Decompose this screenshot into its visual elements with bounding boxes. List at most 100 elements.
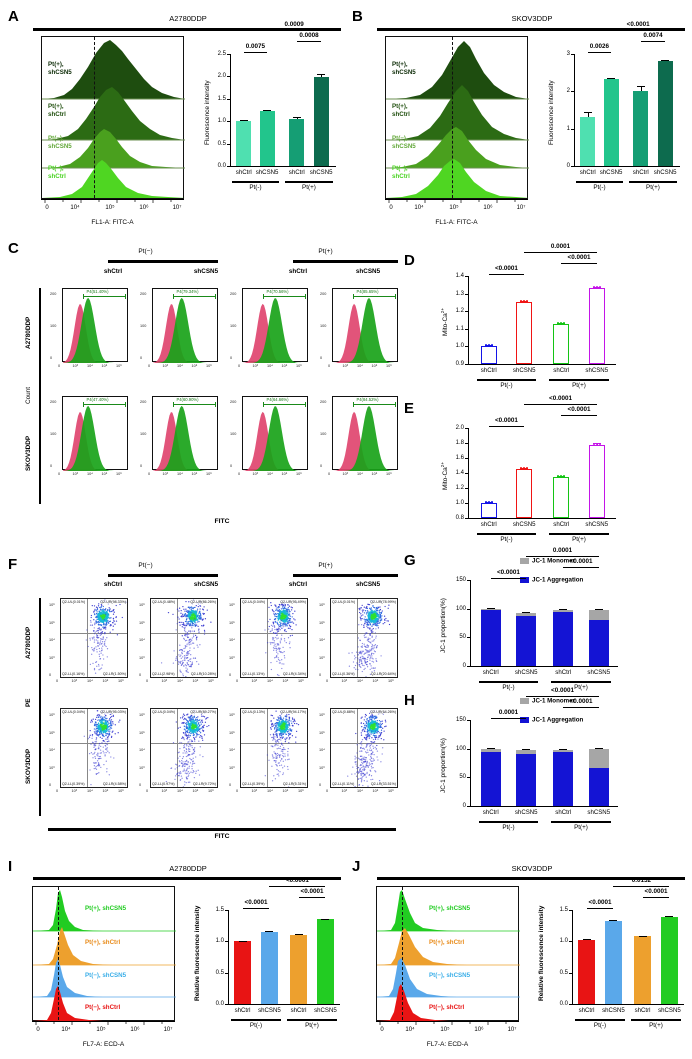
quadrant-hline [241,742,307,744]
quadrant-label-ul: Q2-UL(0.13%) [242,710,266,714]
pe-tick-label: 10³ [49,765,55,770]
y-tick-label: 0.0 [217,163,226,169]
fitc-tick-label: 10³ [251,789,258,793]
y-tick-label: 1.0 [215,938,224,945]
panel-f-row-label-0: A2780DDP [25,626,32,660]
group-label: Pt(+) [305,1022,319,1029]
y-tick-label: 0 [462,663,466,669]
panel-i-xtick-labels: 0 10⁴ 10⁵ 10⁶ 10⁷ [36,1027,173,1033]
x-tick-label: shCSN5 [309,169,333,176]
error-bar-cap [636,85,645,87]
panel-j-title: SKOV3DDP [511,864,553,873]
panel-c-flow-plot: P4(51.40%) 0 100 200 0 10³ 10⁴ 10⁵ 10⁶ [48,288,129,376]
quadrant-label-ll: Q2-LL(0.97%) [152,782,175,786]
data-point [557,322,560,325]
x-axis [230,166,336,167]
panel-b-plot-area: 0 1 2 3 0.0026 0.0074 <0.0001 shCtrl shCSN5 shCtr… [567,21,680,191]
bar-segment [553,609,574,612]
panel-h: H JC-1 Monomer JC-1 Aggregation JC-1 pro… [400,687,692,840]
quadrant-label-ul: Q2-UL(0.88%) [332,710,356,714]
panel-a-histogram: Pt(+), shCSN5 Pt(+), shCtrl Pt(−), shCSN… [41,36,185,199]
panel-f-flow-plot: Q2-UL(0.04%) Q2-UR(95.03%) Q2-LL(0.39%) Q2-… [48,708,128,800]
significance-line [267,30,322,32]
panel-f-bottom-rule [48,828,396,831]
group-rule [549,379,609,381]
fitc-tick-label: 10⁵ [102,679,109,683]
quadrant-label-ll: Q2-LL(0.11%) [332,782,355,786]
bar [578,940,596,1004]
data-point [520,300,523,303]
fitc-tick-label: 10⁴ [177,472,183,476]
panel-i-hist-label-0: Pt(+), shCSN5 [85,905,127,912]
group-label: Pt(-) [593,184,606,191]
fitc-tick-label: 10⁵ [372,679,379,683]
quadrant-label-lr: Q2-LR(4.58%) [102,782,126,786]
fitc-tick-label: 10³ [341,679,348,683]
y-tick-label: 1.4 [455,273,464,279]
pe-tick-label: 10⁴ [319,748,325,752]
y-axis [470,580,471,666]
fitc-tick-label: 10⁴ [267,679,273,683]
panel-c-row-label-1: SKOV3DDP [25,435,32,471]
count-tick-label: 100 [230,432,237,436]
quadrant-label-ur: Q2-UR(95.03%) [100,710,126,714]
y-tick-label: 150 [455,577,466,583]
p-value-label: 0.0009 [284,21,304,28]
group-label: Pt(+) [302,184,316,191]
fitc-tick-label: 10⁶ [388,679,394,683]
panel-b-threshold-line [452,37,453,198]
error-bar-cap [522,749,531,751]
panel-a-title-rule [33,28,341,31]
panel-f-flow-plot: Q2-UL(0.13%) Q2-UR(94.17%) Q2-LL(0.39%) Q2-… [228,708,308,800]
y-tick-label: 50 [459,774,466,781]
panel-c-flow-plot: P4(60.90%) 0 100 200 0 10³ 10⁴ 10⁵ 10⁶ [138,396,219,484]
y-tick-label: 1.5 [559,907,568,913]
panel-g-label: G [404,552,416,569]
bar [516,302,533,364]
significance-line [586,908,614,910]
pe-tick-label: 10³ [229,765,235,770]
panel-h-legend-swatch-aggregation [520,716,529,723]
x-axis [468,364,616,365]
y-tick [227,98,230,100]
p-value-label: <0.0001 [300,888,324,895]
panel-b-label: B [352,8,363,25]
count-tick-label: 200 [140,400,147,404]
x-axis [468,518,616,519]
density-scatter-svg [85,599,127,674]
panel-h-plot-area: 0 50 100 150 0.0001 <0.0001 <0.0001 shCtrl shCSN… [456,687,618,831]
panel-b-hist-label-1: Pt(+), shCtrl [392,103,410,118]
panel-i-xaxis-title: FL7-A: ECD-A [82,1041,125,1048]
pe-tick-label: 10⁶ [49,713,55,717]
fitc-tick-label: 10⁵ [371,364,378,368]
x-tick-label: shCSN5 [258,1007,281,1014]
fitc-tick-label: 0 [58,364,61,368]
significance-line [524,252,597,254]
scatter-plot-box: Q2-UL(0.01%) Q2-UR(78.99%) Q2-LL(0.36%) Q2-… [330,598,398,678]
quadrant-label-ll: Q2-LL(0.13%) [242,672,265,676]
fitc-tick-label: 0 [56,789,59,793]
fitc-tick-label: 10³ [342,364,349,368]
panel-b-histogram: Pt(+), shCSN5 Pt(+), shCtrl Pt(−), shCSN… [385,36,529,199]
quadrant-label-ll: Q2-LL(0.36%) [332,672,355,676]
significance-line [526,696,599,698]
density-scatter-svg [348,599,391,677]
count-tick-label: 100 [320,324,327,328]
panel-g-legend-swatch-monomer [520,557,529,564]
y-axis [468,428,469,518]
scatter-plot-box: Q2-UL(0.88%) Q2-UR(64.26%) Q2-LL(0.11%) Q2-… [330,708,398,788]
x-tick-label: shCtrl [634,1007,651,1014]
gate-percent-label: P4(60.90%) [175,397,200,402]
gate-line [173,296,215,297]
data-point [487,501,490,503]
group-rule [549,533,609,535]
count-tick-label: 0 [230,464,233,468]
bar [480,346,497,364]
overlay-histogram-svg [243,406,309,471]
p-value-label: <0.0001 [626,21,650,28]
x-tick-label: shCtrl [480,521,497,528]
data-point [592,286,595,289]
panel-f-row-label-1: SKOV3DDP [25,748,32,784]
data-point [526,300,529,303]
y-tick [465,364,468,365]
